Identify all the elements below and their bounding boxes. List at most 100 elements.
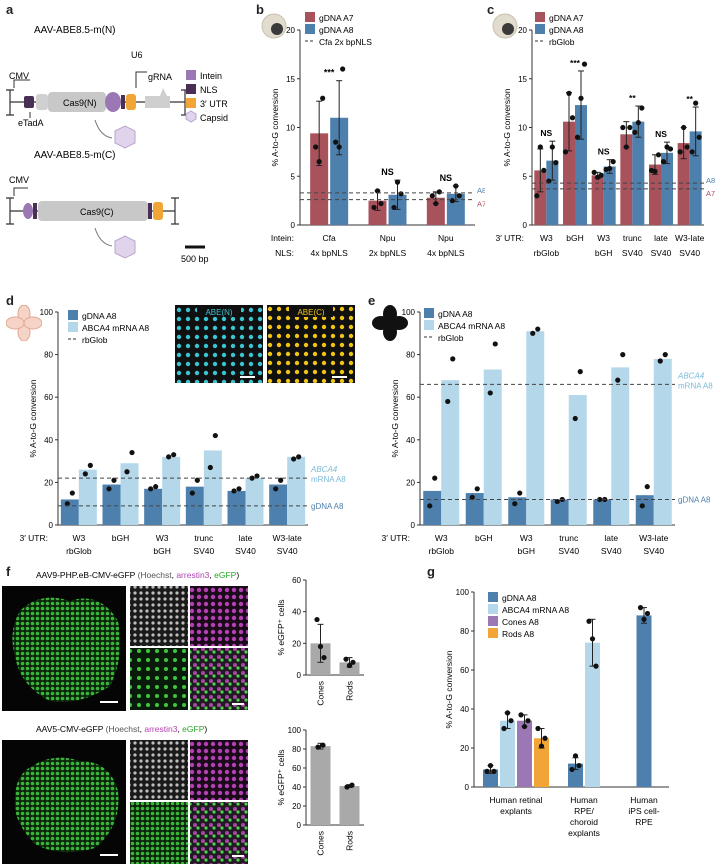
d-data-point [148, 486, 154, 492]
chart-f-bottom: 0 20 40 60 80 100 % eGFP⁺ cells Cones Rods [276, 726, 364, 856]
g-data-point [576, 762, 582, 769]
panel-label-f: f [6, 564, 11, 579]
construct-c-title: AAV-ABE8.5-m(C) [34, 150, 116, 161]
f-bottom-bar [339, 786, 360, 825]
f-bottom-title: AAV5-CMV-eGFP (Hoechst, arrestin3, eGFP) [36, 724, 207, 734]
b-category-nls: 4x bpNLS [427, 248, 465, 258]
b-data-point [371, 204, 377, 211]
b-data-point [394, 179, 401, 185]
c-y-tick-label: 15 [518, 75, 527, 84]
nls-c-left [33, 203, 37, 219]
d-category-line1: W3-late [273, 533, 303, 543]
g-category-label: Human [630, 795, 658, 805]
c-legend-label: rbGlob [549, 37, 575, 47]
abe-c-title: ABE(C) [297, 308, 324, 317]
legend-nls: NLS [200, 85, 218, 95]
c-category-line1: W3 [540, 233, 553, 243]
f-bottom-y-tick-label: 40 [292, 783, 301, 792]
b-y-label: % A-to-G conversion [270, 88, 280, 166]
e-category-line2: rbGlob [428, 546, 454, 556]
b-reference-label: A8 [477, 186, 485, 195]
grna-block [145, 88, 170, 108]
d-category-line2: SV40 [277, 546, 298, 556]
g-data-point [535, 725, 541, 732]
chart-c: 0 5 10 15 20 % A-to-G conversion gDNA A7 gDNA A… [495, 12, 715, 258]
e-bar [423, 490, 442, 525]
g-category-label: RPE [635, 817, 653, 827]
g-category-label: explants [500, 806, 532, 816]
c-data-point [623, 144, 629, 150]
c-category-line2: SV40 [679, 248, 700, 258]
c-data-point [632, 129, 638, 135]
d-category-line1: trunc [194, 533, 214, 543]
b-legend-swatch [305, 24, 315, 34]
g-legend-swatch [488, 604, 498, 614]
f-top-bar [339, 662, 360, 675]
g-data-point [641, 616, 647, 622]
b-y-tick-label: 5 [291, 172, 296, 181]
cmv-promoter-arrow-c [13, 187, 28, 196]
panel-label-d: d [6, 293, 14, 308]
u6-promoter-arrow [135, 71, 147, 88]
e-row-label: 3′ UTR: [381, 533, 410, 543]
d-legend-label: rbGlob [82, 335, 108, 345]
g-data-point [518, 712, 524, 718]
retina-flower-icon-d [6, 305, 42, 341]
d-data-point [296, 454, 302, 460]
abe-c-image [267, 305, 355, 383]
c-data-point [660, 159, 667, 165]
b-y-tick-label: 10 [286, 124, 295, 133]
d-bar [269, 484, 288, 525]
g-legend-label: Cones A8 [502, 617, 539, 627]
b-legend-label: Cfa 2x bpNLS [319, 37, 372, 47]
f-bottom-data-point [349, 782, 355, 788]
e-y-tick-label: 40 [406, 436, 415, 445]
c-y-tick-label: 10 [518, 124, 527, 133]
c-data-point [534, 193, 540, 199]
g-legend-label: ABCA4 mRNA A8 [502, 605, 569, 615]
b-category-nls: 2x bpNLS [369, 248, 407, 258]
e-data-point [657, 358, 663, 364]
e-y-tick-label: 20 [406, 478, 415, 487]
panel-label-a: a [6, 2, 14, 17]
e-bar [611, 367, 630, 525]
c-bar [689, 131, 702, 225]
c-reference-label: A7 [706, 189, 715, 198]
f-bottom-y-tick-label: 80 [292, 745, 301, 754]
d-data-point [69, 490, 75, 496]
e-y-tick-label: 0 [411, 521, 416, 530]
c-data-point [553, 160, 559, 166]
abe-n-title: ABE(N) [205, 308, 232, 317]
nls-c-right [148, 203, 152, 219]
b-data-point [316, 159, 322, 165]
g-data-point [484, 768, 490, 774]
f-bottom-y-tick-label: 0 [297, 821, 302, 830]
c-bar [534, 170, 547, 225]
c-bar [620, 134, 633, 225]
retina-flatmount-top-tissue [12, 597, 121, 702]
c-significance: ** [629, 93, 636, 103]
d-data-point [231, 488, 237, 494]
e-data-point [474, 486, 480, 492]
e-y-tick-label: 100 [402, 308, 416, 317]
c-data-point [639, 105, 645, 111]
g-y-tick-label: 60 [460, 666, 469, 675]
d-data-point [124, 469, 130, 475]
b-legend-label: gDNA A7 [319, 13, 354, 23]
d-legend-label: ABCA4 mRNA A8 [82, 323, 149, 333]
c-data-point [635, 120, 641, 126]
legend-intein-swatch [186, 70, 196, 80]
u6-label: U6 [131, 50, 143, 60]
b-significance: NS [440, 173, 453, 183]
d-bar [120, 463, 139, 525]
legend-capsid-icon [185, 110, 197, 123]
d-data-point [111, 477, 117, 483]
c-data-point [537, 144, 543, 150]
e-data-point [577, 369, 583, 375]
merge-image-top [190, 648, 248, 710]
c-y-label: % A-to-G conversion [502, 88, 512, 166]
e-category-line2: bGH [518, 546, 535, 556]
c-bar [677, 143, 690, 225]
d-bar [78, 469, 97, 525]
cmv-label-n: CMV [9, 71, 29, 81]
